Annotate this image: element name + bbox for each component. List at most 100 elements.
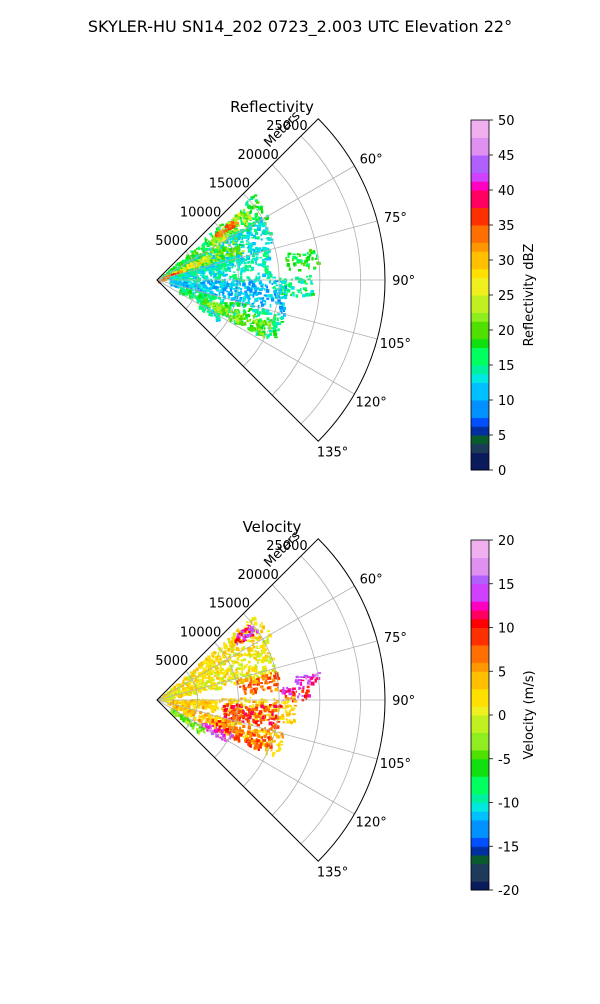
echo-cell <box>236 302 239 307</box>
echo-cell <box>259 717 263 721</box>
echo-cell <box>246 223 249 226</box>
echo-cell <box>216 239 219 242</box>
colorbar-segment <box>471 330 489 340</box>
echo-cell <box>252 206 255 210</box>
echo-cell <box>240 630 245 633</box>
echo-cell <box>251 707 256 711</box>
echo-cell <box>260 301 263 304</box>
echo-cell <box>260 217 262 221</box>
echo-cell <box>227 247 229 252</box>
echo-cell <box>273 704 277 708</box>
echo-cell <box>252 683 256 686</box>
echo-cell <box>225 253 227 256</box>
echo-cell <box>264 744 267 747</box>
echo-cell <box>298 269 302 272</box>
echo-cell <box>211 676 214 680</box>
echo-cell <box>292 253 296 255</box>
echo-cell <box>233 676 236 680</box>
echo-cell <box>248 281 251 286</box>
echo-cell <box>299 253 302 256</box>
echo-cell <box>261 225 266 228</box>
echo-cell <box>256 720 260 722</box>
echo-cell <box>261 674 265 679</box>
echo-cell <box>177 269 181 272</box>
echo-cell <box>181 704 185 707</box>
echo-cell <box>225 727 229 732</box>
echo-cell <box>234 237 238 240</box>
echo-cell <box>200 681 204 685</box>
echo-cell <box>229 727 233 730</box>
echo-cell <box>250 626 254 629</box>
echo-cell <box>199 710 202 715</box>
echo-cell <box>236 642 239 646</box>
echo-cell <box>191 675 195 677</box>
echo-cell <box>228 707 232 711</box>
echo-cell <box>225 698 228 701</box>
colorbar-segment <box>471 776 489 786</box>
echo-cell <box>272 329 277 334</box>
azimuth-tick-label: 90° <box>392 694 415 709</box>
echo-cell <box>212 655 217 659</box>
echo-cell <box>208 252 212 256</box>
echo-cell <box>233 701 235 704</box>
echo-cell <box>194 257 198 260</box>
echo-cell <box>247 717 252 720</box>
echo-cell <box>217 241 221 243</box>
echo-cell <box>254 706 258 711</box>
echo-cell <box>180 281 182 283</box>
echo-cell <box>219 669 223 673</box>
echo-cell <box>253 673 258 677</box>
echo-cell <box>255 232 259 235</box>
echo-cell <box>218 243 221 247</box>
colorbar-segment <box>471 181 489 191</box>
echo-cell <box>203 300 207 303</box>
echo-cell <box>247 215 252 218</box>
echo-cell <box>260 698 263 701</box>
echo-cell <box>251 668 256 672</box>
echo-cell <box>266 714 270 716</box>
echo-cell <box>243 295 246 300</box>
echo-cell <box>296 681 300 685</box>
echo-cell <box>223 683 227 686</box>
echo-cell <box>176 262 179 265</box>
echo-cell <box>292 689 294 692</box>
echo-cell <box>204 247 209 252</box>
echo-cell <box>250 649 254 652</box>
echo-cell <box>208 254 210 258</box>
echo-cell <box>213 682 216 686</box>
colorbar-segment <box>471 373 489 383</box>
echo-cell <box>268 312 273 315</box>
echo-cell <box>207 664 211 669</box>
echo-cell <box>253 731 257 734</box>
echo-cell <box>275 321 279 326</box>
echo-cell <box>210 292 214 296</box>
echo-cell <box>302 676 307 679</box>
echo-cell <box>202 300 204 303</box>
echo-cell <box>194 710 197 715</box>
echo-cell <box>174 701 176 706</box>
echo-cell <box>168 275 171 277</box>
echo-cell <box>239 714 243 719</box>
echo-cell <box>206 242 209 244</box>
echo-cell <box>283 700 286 705</box>
echo-cell <box>237 656 241 658</box>
echo-cell <box>209 700 213 704</box>
echo-cell <box>183 719 185 723</box>
echo-cell <box>204 280 207 282</box>
echo-cell <box>188 699 193 702</box>
echo-cell <box>265 227 269 231</box>
echo-cell <box>208 233 212 235</box>
echo-cell <box>270 319 273 322</box>
echo-cell <box>199 305 203 307</box>
echo-cell <box>260 649 263 653</box>
echo-cell <box>255 259 257 263</box>
echo-cell <box>283 692 287 695</box>
echo-cell <box>210 680 214 683</box>
echo-cell <box>201 253 204 256</box>
echo-cell <box>247 205 250 210</box>
echo-cell <box>295 690 297 693</box>
colorbar-segment <box>471 855 489 865</box>
echo-cell <box>236 258 240 263</box>
